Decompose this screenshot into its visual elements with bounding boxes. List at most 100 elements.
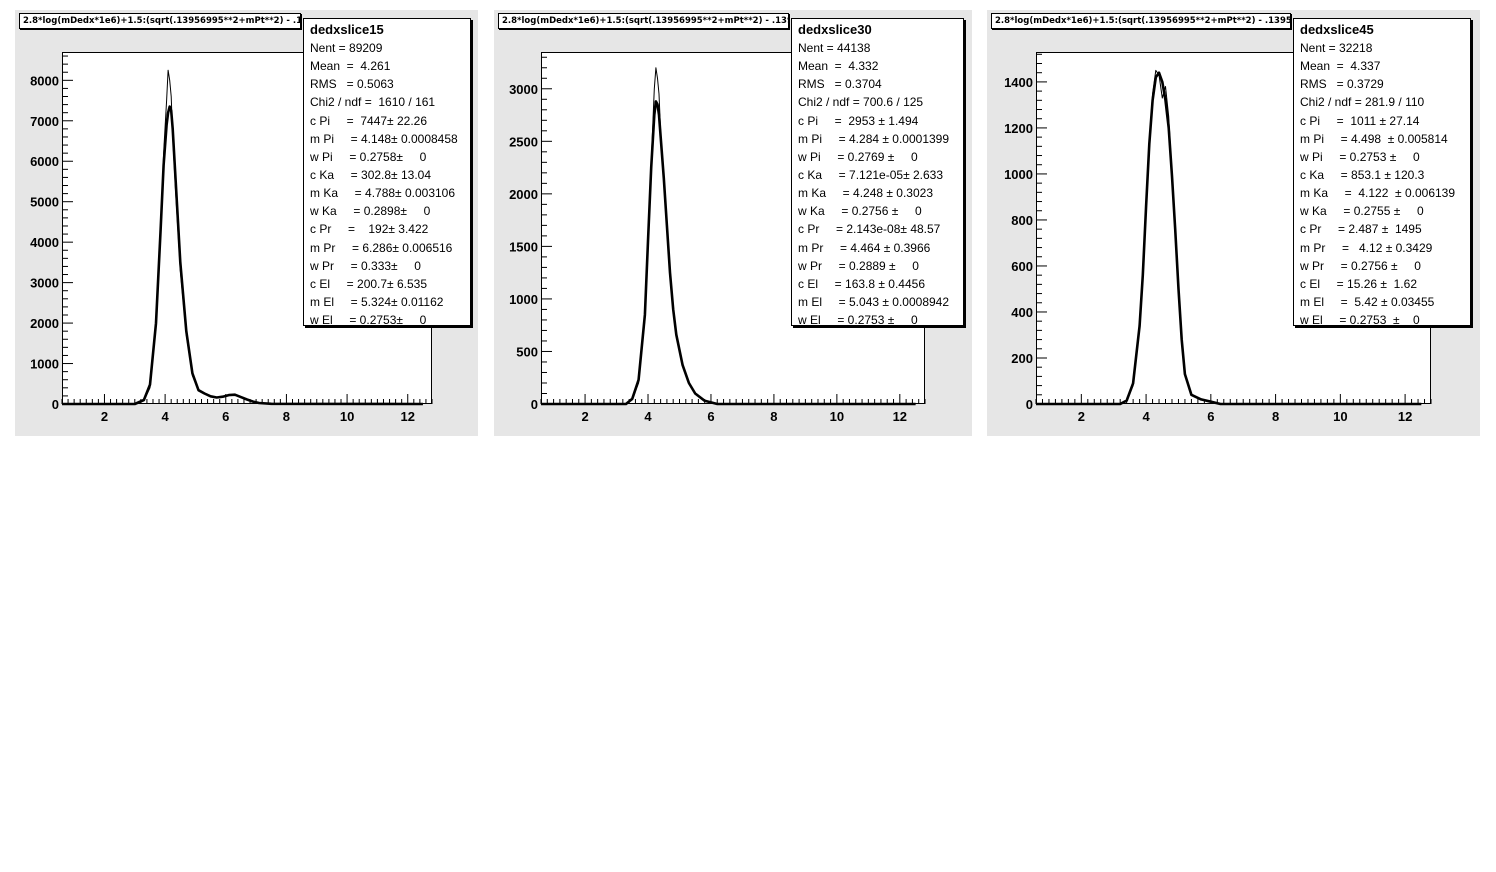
stats-name: dedxslice45 bbox=[1300, 22, 1374, 37]
y-tick-label: 0 bbox=[1026, 397, 1033, 412]
stats-row: RMS = 0.5063 bbox=[310, 77, 394, 92]
y-tick-label: 200 bbox=[1011, 351, 1033, 366]
stats-row: w Ka = 0.2755 ± 0 bbox=[1300, 204, 1424, 219]
stats-row: m Ka = 4.122 ± 0.006139 bbox=[1300, 186, 1456, 201]
stats-row: RMS = 0.3704 bbox=[798, 77, 882, 92]
x-tick-label: 8 bbox=[1272, 409, 1279, 424]
stats-row: w Pr = 0.2756 ± 0 bbox=[1300, 258, 1421, 273]
stats-row: m Pi = 4.148± 0.0008458 bbox=[310, 131, 458, 146]
stats-box: dedxslice15 Nent = 89209 Mean = 4.261 RMS =… bbox=[303, 18, 471, 326]
stats-row: Chi2 / ndf = 1610 / 161 bbox=[310, 95, 436, 110]
x-tick-label: 10 bbox=[340, 409, 354, 424]
stats-row: m Ka = 4.248 ± 0.3023 bbox=[798, 186, 934, 201]
stats-row: c Pr = 2.487 ± 1495 bbox=[1300, 222, 1422, 237]
stats-name: dedxslice30 bbox=[798, 22, 872, 37]
stats-row: c El = 15.26 ± 1.62 bbox=[1300, 276, 1417, 291]
fit-curve bbox=[541, 100, 916, 406]
x-tick-label: 8 bbox=[283, 409, 290, 424]
stats-row: m Ka = 4.788± 0.003106 bbox=[310, 186, 456, 201]
stats-row: m Pr = 6.286± 0.006516 bbox=[310, 240, 453, 255]
stats-row: c El = 163.8 ± 0.4456 bbox=[798, 276, 926, 291]
stats-row: w Ka = 0.2756 ± 0 bbox=[798, 204, 922, 219]
x-tick-label: 2 bbox=[581, 409, 588, 424]
stats-row: c Pi = 2953 ± 1.494 bbox=[798, 113, 919, 128]
y-tick-label: 600 bbox=[1011, 259, 1033, 274]
y-tick-label: 1000 bbox=[1004, 167, 1033, 182]
stats-row: w Pi = 0.2758± 0 bbox=[310, 149, 427, 164]
stats-row: c Ka = 853.1 ± 120.3 bbox=[1300, 167, 1425, 182]
stats-row: Mean = 4.332 bbox=[798, 59, 879, 74]
stats-row: Nent = 89209 bbox=[310, 41, 383, 55]
stats-box: dedxslice30 Nent = 44138 Mean = 4.332 RMS =… bbox=[791, 18, 964, 326]
plot-pad-3: 2.8*log(mDedx*1e6)+1.5:(sqrt(.13956995**… bbox=[987, 10, 1480, 436]
x-tick-label: 4 bbox=[161, 409, 169, 424]
y-tick-label: 5000 bbox=[30, 195, 59, 210]
y-tick-label: 1000 bbox=[30, 357, 59, 372]
x-tick-label: 6 bbox=[222, 409, 229, 424]
y-tick-label: 7000 bbox=[30, 114, 59, 129]
stats-row: c Pr = 192± 3.422 bbox=[310, 222, 429, 237]
x-tick-label: 12 bbox=[1398, 409, 1412, 424]
plot-pad-2: 2.8*log(mDedx*1e6)+1.5:(sqrt(.13956995**… bbox=[494, 10, 972, 436]
stats-row: w Pi = 0.2769 ± 0 bbox=[798, 149, 918, 164]
x-tick-label: 8 bbox=[770, 409, 777, 424]
y-tick-label: 1000 bbox=[509, 292, 538, 307]
x-tick-label: 12 bbox=[401, 409, 415, 424]
y-tick-label: 4000 bbox=[30, 235, 59, 250]
stats-row: Mean = 4.261 bbox=[310, 59, 391, 74]
histogram-plot: 2 4 6 8 10 12 0 500 1000 1500 2000 2500 3000 bbox=[509, 56, 926, 424]
y-tick-label: 500 bbox=[516, 344, 538, 359]
stats-name: dedxslice15 bbox=[310, 22, 384, 37]
stats-row: m El = 5.324± 0.01162 bbox=[310, 294, 444, 309]
y-tick-label: 3000 bbox=[509, 82, 538, 97]
y-tick-label: 400 bbox=[1011, 305, 1033, 320]
stats-row: m Pi = 4.284 ± 0.0001399 bbox=[798, 131, 950, 146]
stats-row: Nent = 32218 bbox=[1300, 41, 1373, 55]
stats-row: m Pi = 4.498 ± 0.005814 bbox=[1300, 131, 1448, 146]
stats-row: RMS = 0.3729 bbox=[1300, 77, 1384, 92]
fit-curve bbox=[1036, 71, 1422, 406]
y-tick-label: 1400 bbox=[1004, 75, 1033, 90]
stats-row: Nent = 44138 bbox=[798, 41, 871, 55]
histogram-plot: 2 4 6 8 10 12 0 200 400 600 800 1000 1200 1400 bbox=[1004, 53, 1432, 424]
fit-curve bbox=[62, 105, 423, 406]
y-tick-label: 2000 bbox=[30, 316, 59, 331]
stats-row: w Ka = 0.2898± 0 bbox=[310, 204, 431, 219]
stats-row: m Pr = 4.12 ± 0.3429 bbox=[1300, 240, 1433, 255]
stats-row: w El = 0.2753± 0 bbox=[310, 313, 427, 326]
pad-title: 2.8*log(mDedx*1e6)+1.5:(sqrt(.13956995**… bbox=[991, 13, 1291, 29]
y-tick-label: 1200 bbox=[1004, 121, 1033, 136]
stats-row: Chi2 / ndf = 700.6 / 125 bbox=[798, 95, 924, 110]
stats-row: c Pi = 7447± 22.26 bbox=[310, 113, 427, 128]
y-tick-label: 3000 bbox=[30, 276, 59, 291]
stats-row: m El = 5.043 ± 0.0008942 bbox=[798, 294, 950, 309]
histogram-plot: 2 4 6 8 10 12 0 1000 2000 3000 4000 5000 6000 7000 800… bbox=[30, 55, 433, 424]
x-tick-label: 6 bbox=[1207, 409, 1214, 424]
stats-row: c Ka = 7.121e-05± 2.633 bbox=[798, 167, 944, 182]
stats-row: w El = 0.2753 ± 0 bbox=[798, 313, 918, 326]
stats-row: m El = 5.42 ± 0.03455 bbox=[1300, 294, 1435, 309]
x-tick-label: 6 bbox=[707, 409, 714, 424]
stats-row: w Pi = 0.2753 ± 0 bbox=[1300, 149, 1420, 164]
y-tick-label: 6000 bbox=[30, 154, 59, 169]
y-tick-label: 2000 bbox=[509, 187, 538, 202]
stats-row: c El = 200.7± 6.535 bbox=[310, 276, 427, 291]
stats-row: w Pr = 0.2889 ± 0 bbox=[798, 258, 919, 273]
stats-row: c Ka = 302.8± 13.04 bbox=[310, 167, 432, 182]
stats-row: m Pr = 4.464 ± 0.3966 bbox=[798, 240, 931, 255]
y-tick-label: 1500 bbox=[509, 239, 538, 254]
x-tick-label: 4 bbox=[644, 409, 652, 424]
x-tick-label: 2 bbox=[1078, 409, 1085, 424]
x-tick-label: 12 bbox=[893, 409, 907, 424]
plot-pad-1: 2.8*log(mDedx*1e6)+1.5:(sqrt(.13956995**… bbox=[15, 10, 478, 436]
y-tick-label: 0 bbox=[52, 397, 59, 412]
stats-box: dedxslice45 Nent = 32218 Mean = 4.337 RMS =… bbox=[1293, 18, 1471, 326]
stats-row: c Pr = 2.143e-08± 48.57 bbox=[798, 222, 941, 237]
x-tick-label: 4 bbox=[1142, 409, 1150, 424]
y-tick-label: 8000 bbox=[30, 73, 59, 88]
x-tick-label: 10 bbox=[830, 409, 844, 424]
x-tick-label: 2 bbox=[101, 409, 108, 424]
pad-title: 2.8*log(mDedx*1e6)+1.5:(sqrt(.13956995**… bbox=[498, 13, 789, 29]
pad-title: 2.8*log(mDedx*1e6)+1.5:(sqrt(.13956995**… bbox=[19, 13, 301, 29]
y-tick-label: 0 bbox=[531, 397, 538, 412]
